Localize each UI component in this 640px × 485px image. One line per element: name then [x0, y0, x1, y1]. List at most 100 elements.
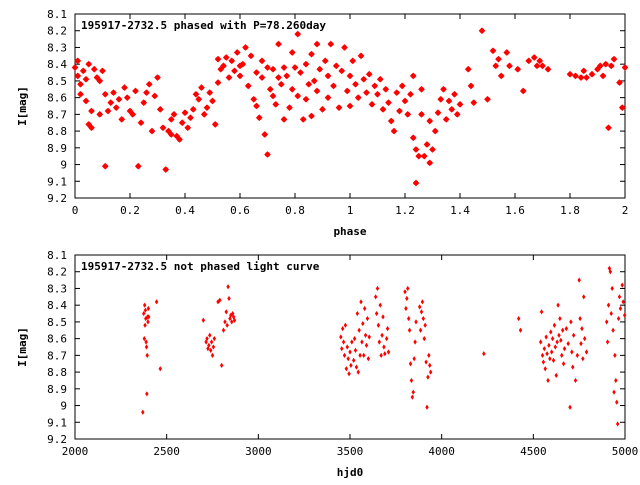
- unphased-data-point: [340, 326, 345, 332]
- unphased-data-point: [356, 369, 360, 375]
- phased-data-point: [544, 65, 552, 73]
- unphased-data-point: [379, 352, 383, 358]
- unphased-data-point: [225, 322, 229, 328]
- unphased-y-tick-label: 9: [60, 400, 67, 413]
- unphased-data-point: [376, 322, 381, 328]
- unphased-data-point: [146, 319, 150, 325]
- phased-data-point: [415, 152, 423, 160]
- phased-data-point: [225, 74, 233, 81]
- phased-x-tick-label: 1: [347, 204, 354, 217]
- phased-data-point: [143, 89, 150, 96]
- phased-y-tick-label: 8.3: [47, 41, 67, 54]
- phased-data-point: [387, 117, 395, 125]
- unphased-data-point: [570, 349, 574, 355]
- phased-data-point: [360, 75, 368, 83]
- phased-data-point: [385, 99, 392, 106]
- phased-data-point: [409, 134, 417, 142]
- phased-data-point: [368, 101, 376, 108]
- phased-data-point: [426, 117, 434, 125]
- phased-data-point: [247, 52, 255, 60]
- unphased-chart-x-label: hjd0: [337, 466, 364, 479]
- phased-chart-y-label: I[mag]: [16, 86, 29, 126]
- phased-data-point: [198, 84, 205, 91]
- phased-data-point: [374, 90, 381, 98]
- unphased-data-point: [555, 339, 559, 345]
- unphased-data-point: [553, 344, 558, 350]
- unphased-y-tick-label: 8.9: [47, 383, 67, 396]
- unphased-data-point: [548, 356, 552, 362]
- unphased-x-tick-label: 3000: [245, 445, 272, 458]
- phased-data-point: [121, 84, 128, 91]
- phased-data-point: [272, 101, 280, 108]
- phased-y-tick-label: 8.1: [47, 8, 67, 21]
- phased-data-point: [88, 124, 95, 132]
- unphased-data-point: [573, 377, 578, 384]
- unphased-data-point: [404, 305, 408, 312]
- unphased-data-point: [349, 362, 353, 368]
- unphased-data-point: [568, 404, 572, 410]
- unphased-data-point: [158, 366, 162, 372]
- unphased-data-point: [539, 309, 544, 315]
- phased-data-point: [110, 89, 117, 96]
- unphased-data-point: [208, 347, 213, 353]
- unphased-data-point: [571, 332, 576, 338]
- phased-data-point: [407, 90, 414, 98]
- unphased-y-tick-label: 8.2: [47, 266, 67, 279]
- phased-chart-ticks: 0 0.2 0.4 0.6 0.8 1 1.2 1.4 1.6 1.8 2 8.1 8.2 8.3 8.4 8…: [47, 8, 628, 217]
- phased-data-point: [602, 60, 610, 68]
- unphased-data-point: [351, 357, 356, 363]
- phased-data-point: [269, 65, 277, 73]
- unphased-chart-y-label: I[mag]: [16, 327, 29, 367]
- phased-data-point: [365, 70, 373, 78]
- unphased-data-point: [205, 336, 209, 342]
- unphased-data-point: [547, 342, 551, 348]
- unphased-data-point: [611, 327, 615, 333]
- phased-data-point: [316, 65, 324, 73]
- phased-data-point: [231, 67, 238, 75]
- phased-data-point: [382, 85, 390, 93]
- unphased-data-point: [549, 329, 553, 335]
- unphased-data-point: [575, 352, 580, 358]
- phased-data-point: [607, 62, 615, 70]
- phased-data-point: [352, 80, 359, 88]
- phased-data-point: [178, 119, 186, 127]
- unphased-data-point: [608, 269, 613, 275]
- unphased-data-point: [381, 314, 385, 320]
- unphased-data-point: [544, 334, 548, 340]
- phased-data-point: [129, 111, 137, 118]
- unphased-data-point: [228, 315, 232, 322]
- unphased-data-point: [557, 332, 561, 338]
- phased-data-point: [404, 111, 412, 118]
- unphased-data-point: [605, 339, 610, 345]
- phased-data-point: [536, 57, 544, 65]
- phased-y-tick-label: 9.1: [47, 175, 67, 188]
- phased-data-point: [412, 146, 420, 153]
- phased-data-point: [577, 74, 585, 81]
- phased-data-point: [302, 60, 310, 68]
- phased-x-tick-label: 2: [622, 204, 629, 217]
- phased-data-point: [478, 27, 486, 35]
- unphased-data-point: [230, 310, 235, 317]
- unphased-data-point: [550, 336, 555, 342]
- unphased-chart-points: [141, 265, 627, 427]
- phased-data-point: [346, 72, 354, 80]
- unphased-data-point: [211, 344, 216, 350]
- phased-data-point: [429, 146, 436, 153]
- unphased-data-point: [540, 352, 545, 358]
- phased-data-point: [605, 124, 612, 132]
- unphased-y-tick-label: 8.4: [47, 299, 67, 312]
- phased-data-point: [349, 57, 357, 65]
- unphased-x-tick-label: 3500: [337, 445, 364, 458]
- unphased-data-point: [584, 349, 589, 355]
- unphased-data-point: [554, 372, 558, 379]
- phased-data-point: [398, 82, 406, 90]
- unphased-y-tick-label: 8.8: [47, 366, 67, 379]
- unphased-data-point: [543, 366, 547, 372]
- unphased-data-point: [146, 305, 151, 312]
- phased-data-point: [451, 90, 458, 98]
- phased-y-tick-label: 8.9: [47, 142, 67, 155]
- phased-data-point: [288, 49, 296, 56]
- unphased-data-point: [419, 309, 424, 315]
- phased-data-point: [266, 85, 274, 93]
- unphased-data-point: [226, 284, 230, 290]
